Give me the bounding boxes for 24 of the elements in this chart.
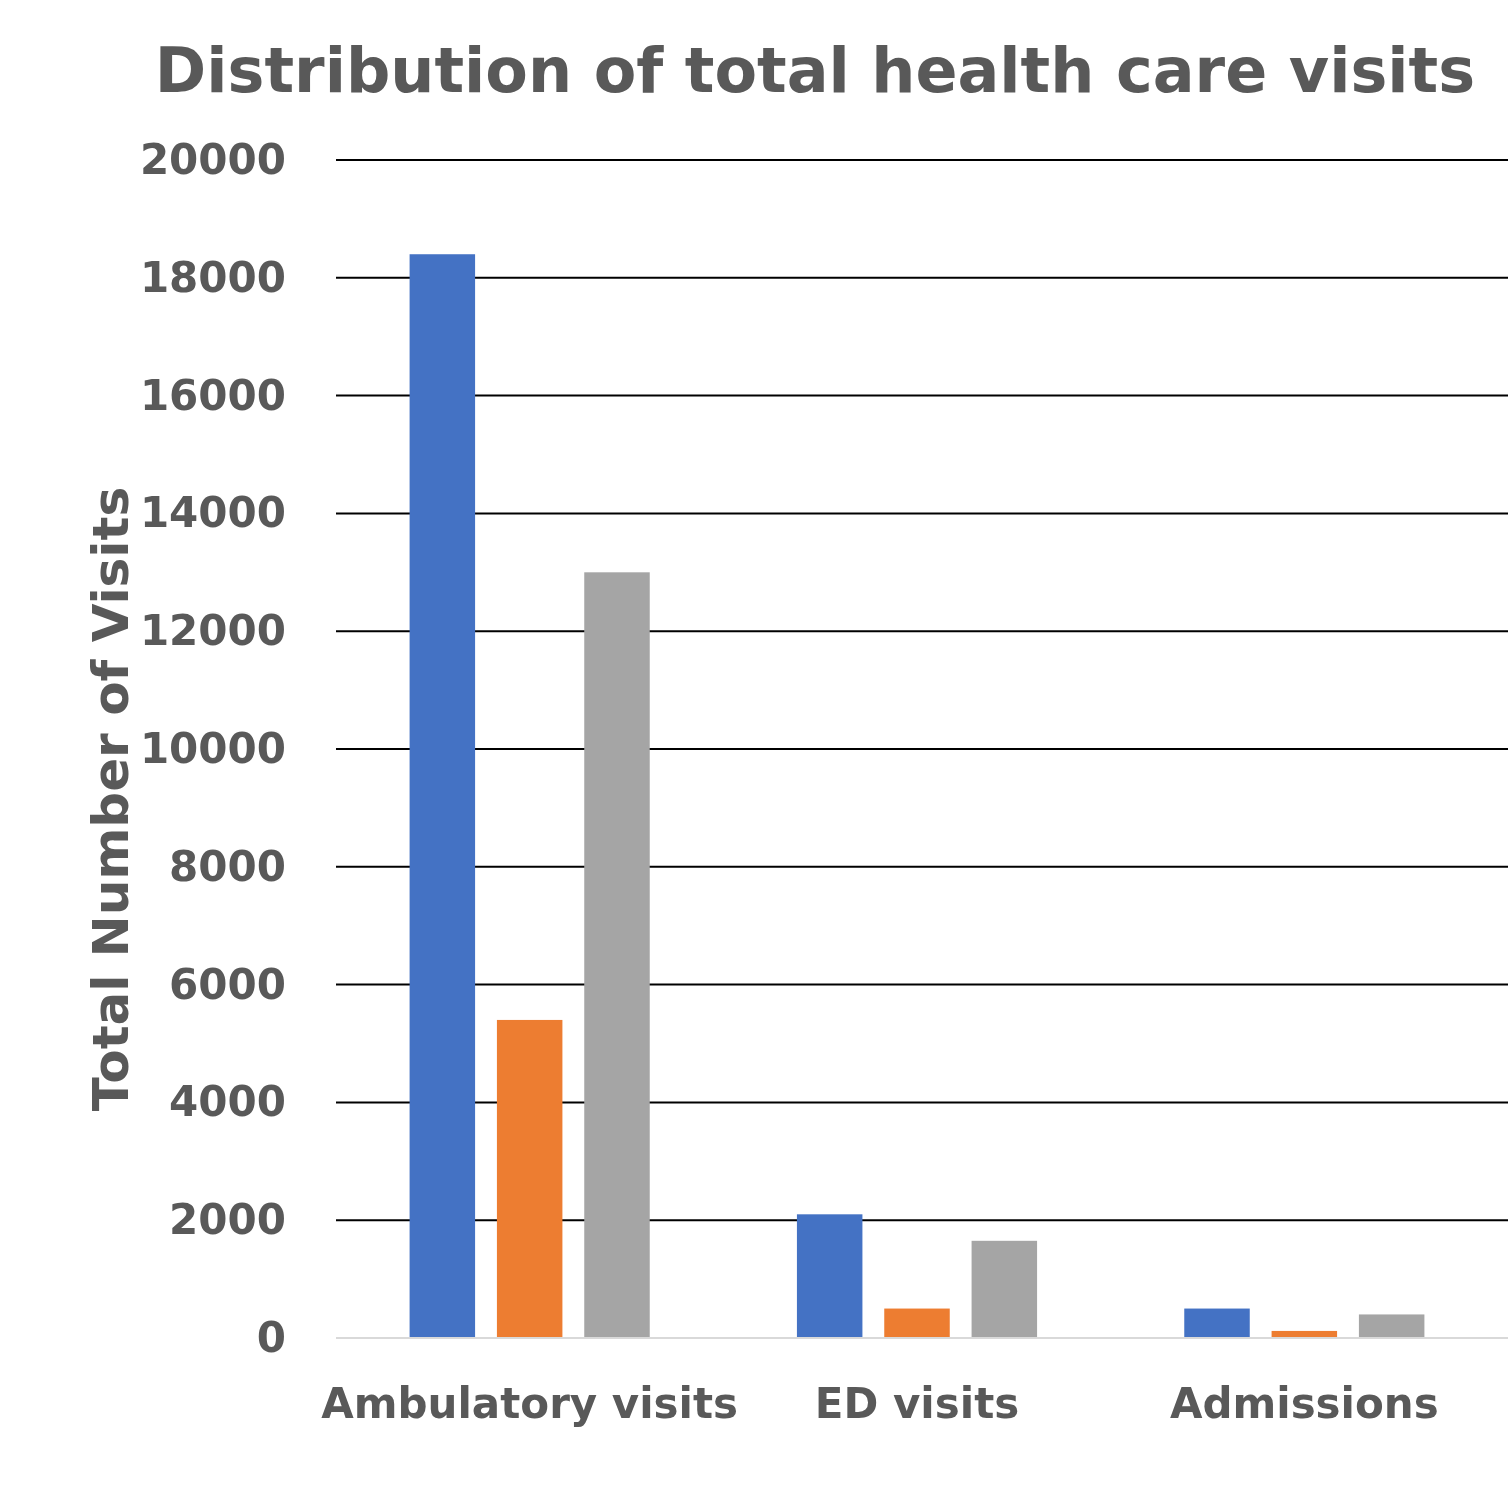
x-tick-label: Admissions	[1169, 1378, 1439, 1428]
chart-title: Distribution of total health care visits	[154, 34, 1476, 107]
bar	[1358, 1314, 1425, 1338]
y-tick-label: 18000	[139, 252, 286, 302]
y-tick-label: 2000	[169, 1195, 286, 1245]
y-tick-label: 12000	[139, 606, 286, 656]
bar	[584, 572, 650, 1338]
y-tick-label: 4000	[169, 1077, 286, 1127]
bar	[884, 1308, 950, 1338]
x-tick-label: ED visits	[814, 1378, 1020, 1428]
bar	[1184, 1308, 1250, 1338]
y-tick-label: 16000	[139, 370, 286, 420]
y-tick-label: 14000	[139, 488, 286, 538]
y-tick-label: 0	[256, 1312, 286, 1362]
y-axis-title: Total Number of Visits	[82, 486, 140, 1112]
x-tick-label: Ambulatory visits	[321, 1378, 739, 1428]
y-tick-label: 10000	[139, 723, 286, 773]
y-tick-label: 6000	[169, 959, 286, 1009]
y-tick-label: 20000	[139, 134, 286, 184]
y-tick-label: 8000	[169, 841, 286, 891]
bar	[496, 1019, 563, 1338]
bar	[971, 1240, 1038, 1338]
bar	[409, 254, 476, 1338]
bar	[796, 1214, 863, 1338]
